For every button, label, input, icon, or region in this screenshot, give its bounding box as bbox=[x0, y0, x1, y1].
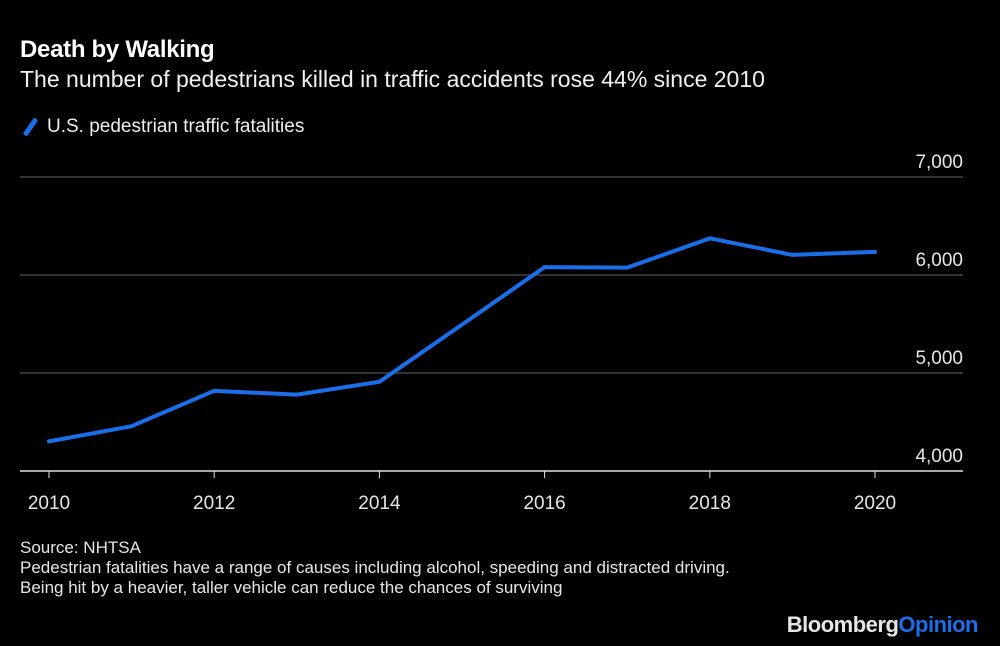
x-tick-label: 2016 bbox=[523, 493, 565, 514]
y-tick-label: 6,000 bbox=[915, 250, 963, 271]
chart-subtitle: The number of pedestrians killed in traf… bbox=[20, 66, 765, 92]
y-tick-label: 5,000 bbox=[915, 348, 963, 369]
y-tick-label: 7,000 bbox=[915, 152, 963, 173]
legend: U.S. pedestrian traffic fatalities bbox=[20, 116, 304, 138]
x-tick-label: 2012 bbox=[193, 493, 235, 514]
x-tick-label: 2018 bbox=[689, 493, 731, 514]
legend-label: U.S. pedestrian traffic fatalities bbox=[47, 116, 305, 137]
footnote: Pedestrian fatalities have a range of ca… bbox=[20, 558, 730, 597]
x-tick-label: 2014 bbox=[358, 493, 401, 514]
chart-title: Death by Walking bbox=[20, 36, 215, 63]
bloomberg-opinion-logo: BloombergOpinion bbox=[786, 612, 979, 637]
y-tick-label: 4,000 bbox=[915, 446, 963, 467]
x-tick-label: 2010 bbox=[28, 493, 70, 514]
x-tick-label: 2020 bbox=[854, 493, 896, 514]
series-line bbox=[47, 236, 877, 444]
footer: Source: NHTSA Pedestrian fatalities have… bbox=[20, 538, 740, 598]
source-note: Source: NHTSA bbox=[20, 538, 141, 557]
